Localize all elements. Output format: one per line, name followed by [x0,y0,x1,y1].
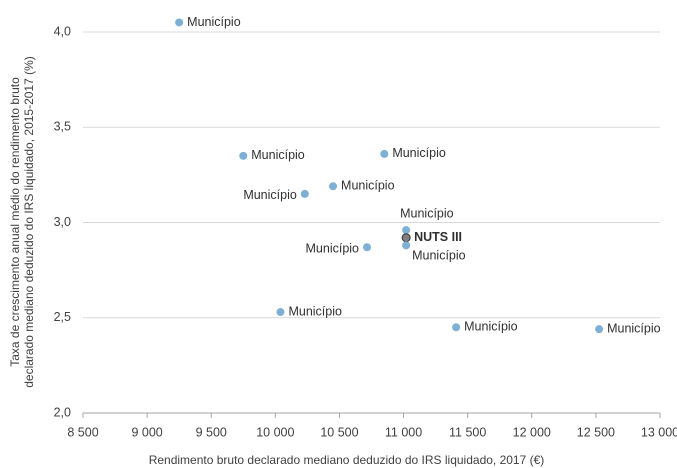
point [239,151,248,160]
x-tick-label: 8 500 [67,425,98,439]
point-label: Município [400,206,454,220]
point [595,325,604,334]
point-label: Município [392,146,446,160]
point-label: Município [464,320,518,334]
x-axis-label: Rendimento bruto declarado mediano deduz… [149,453,545,467]
y-axis-label: Taxa de crescimento anual médio do rendi… [8,77,22,367]
point-label: Município [306,242,360,256]
point [300,189,309,198]
y-tick-label: 2,5 [54,310,71,324]
point-label: Município [288,304,342,318]
point [363,243,372,252]
x-tick-label: 9 500 [196,425,227,439]
x-tick-label: 11 000 [385,425,422,439]
point-label: Município [341,179,395,193]
y-tick-label: 2,0 [54,405,71,419]
point [380,149,389,158]
x-tick-label: 13 000 [641,425,677,439]
y-tick-label: 3,0 [54,215,71,229]
point-label: Município [243,188,297,202]
point-label: Município [251,148,305,162]
x-tick-label: 11 500 [449,425,486,439]
point [452,323,461,332]
point-label: Município [607,321,661,335]
point [401,233,411,243]
point [329,182,338,191]
y-tick-label: 4,0 [54,24,71,38]
point-label: Município [412,249,466,263]
point [402,241,411,250]
point [402,226,411,235]
point-label: Município [187,15,241,29]
point [175,18,184,27]
y-axis-label: declarado mediano deduzido do IRS liquid… [22,56,36,388]
x-tick-label: 10 500 [320,425,358,439]
x-tick-label: 10 000 [256,425,294,439]
x-tick-label: 12 000 [513,425,551,439]
x-tick-label: 12 500 [577,425,615,439]
y-tick-label: 3,5 [54,120,71,134]
point [276,308,285,317]
x-tick-label: 9 000 [131,425,162,439]
point-label: NUTS III [414,230,462,244]
